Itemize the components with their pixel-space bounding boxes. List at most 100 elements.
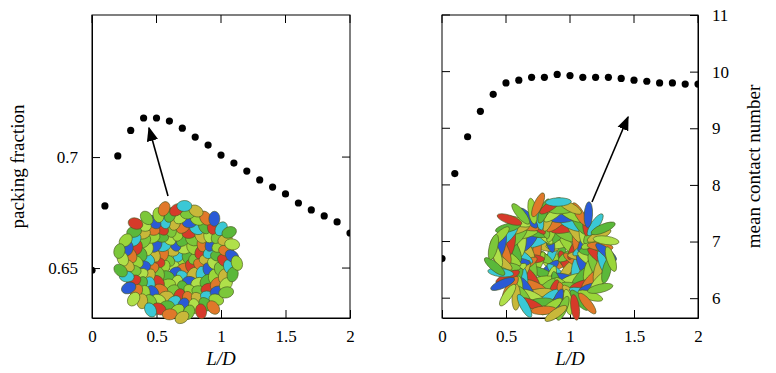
y-tick-mark xyxy=(690,185,698,186)
x-tick-mark xyxy=(442,310,443,318)
x-tick: 0.5 xyxy=(496,310,517,346)
data-point xyxy=(153,114,160,121)
x-tick-label: 1.5 xyxy=(624,327,645,346)
data-point xyxy=(669,79,676,86)
particle xyxy=(229,254,244,272)
panel: 00.511.5267891011L/Dmean contact number xyxy=(438,6,764,369)
y-tick-mark-mirror xyxy=(442,71,450,72)
data-point xyxy=(490,91,497,98)
y-tick-label: 11 xyxy=(712,6,728,25)
y-tick-mark-mirror xyxy=(442,241,450,242)
data-point xyxy=(308,206,315,213)
data-point xyxy=(140,114,147,121)
particle xyxy=(218,285,235,299)
inset-image xyxy=(111,200,244,326)
x-tick: 1.5 xyxy=(624,310,645,346)
y-tick-mark xyxy=(690,298,698,299)
data-point xyxy=(179,125,186,132)
particle xyxy=(177,200,192,212)
y-axis-title: packing fraction xyxy=(7,104,28,228)
x-axis-line xyxy=(93,318,351,319)
particle xyxy=(593,234,620,246)
data-point xyxy=(605,74,612,81)
particle xyxy=(156,200,172,218)
x-tick-label: 0 xyxy=(88,327,97,346)
arrow xyxy=(149,128,168,196)
x-tick-label: 1.5 xyxy=(275,327,296,346)
y-tick-mark xyxy=(690,128,698,129)
x-tick-mark xyxy=(350,310,351,318)
y-tick-mark-mirror xyxy=(442,298,450,299)
x-tick-label: 2 xyxy=(694,327,703,346)
data-point xyxy=(346,229,350,236)
points xyxy=(92,114,350,273)
data-point xyxy=(618,75,625,82)
x-axis-title: L/D xyxy=(554,348,585,369)
data-point xyxy=(694,80,698,87)
x-axis: 00.511.52 xyxy=(438,310,703,346)
particle xyxy=(220,224,238,240)
particle xyxy=(486,233,500,260)
data-point xyxy=(217,151,224,158)
y-tick-mark xyxy=(690,72,698,73)
x-tick-mark xyxy=(634,310,635,318)
y-tick-label: 10 xyxy=(712,63,729,82)
data-point xyxy=(101,202,108,209)
particle xyxy=(127,216,145,231)
particle xyxy=(576,291,599,316)
y-tick-mark-mirror xyxy=(442,128,450,129)
y-tick-mark-mirror xyxy=(442,184,450,185)
y-tick: 10 xyxy=(690,63,729,82)
y-tick-label: 8 xyxy=(712,176,721,195)
x-tick-mark-top xyxy=(442,15,443,23)
x-tick-mark xyxy=(286,310,287,318)
x-tick: 1 xyxy=(217,310,226,346)
data-point xyxy=(682,80,689,87)
data-point xyxy=(92,267,96,274)
data-point xyxy=(630,77,637,84)
x-tick: 1.5 xyxy=(275,310,296,346)
x-tick-mark xyxy=(221,310,222,318)
points xyxy=(442,71,698,262)
x-tick-label: 1 xyxy=(566,327,575,346)
particle xyxy=(543,303,569,325)
particle xyxy=(142,301,159,319)
data-point xyxy=(554,71,561,78)
data-point xyxy=(502,79,509,86)
particle xyxy=(515,293,535,320)
particle xyxy=(603,245,619,272)
data-point xyxy=(269,183,276,190)
y-tick-label: 6 xyxy=(712,289,721,308)
data-point xyxy=(295,199,302,206)
data-point xyxy=(656,79,663,86)
figure: 00.511.520.650.7L/Dpacking fraction00.51… xyxy=(0,0,776,373)
particle xyxy=(590,219,617,237)
data-point xyxy=(114,152,121,159)
particle xyxy=(208,211,220,227)
plot-frame xyxy=(442,15,698,318)
x-tick-mark xyxy=(506,310,507,318)
data-point xyxy=(230,159,237,166)
particle xyxy=(195,303,208,319)
y-tick-label: 9 xyxy=(712,119,721,138)
y-axis-title: mean contact number xyxy=(743,84,764,248)
data-point xyxy=(321,212,328,219)
arrow xyxy=(592,117,628,202)
particle xyxy=(497,282,519,308)
x-tick-mark-top xyxy=(506,15,507,23)
data-point xyxy=(579,74,586,81)
x-tick-mark-top xyxy=(285,15,286,23)
y-axis-line xyxy=(698,16,699,319)
particle xyxy=(111,262,130,280)
data-point xyxy=(205,141,212,148)
inset-image xyxy=(482,191,620,324)
particle xyxy=(112,242,126,259)
y-tick: 0.7 xyxy=(57,148,100,167)
y-axis: 0.650.7 xyxy=(48,16,100,319)
data-point xyxy=(282,190,289,197)
data-point xyxy=(643,78,650,85)
y-tick: 7 xyxy=(690,232,721,251)
data-point xyxy=(541,74,548,81)
particle xyxy=(173,309,192,327)
y-tick: 6 xyxy=(690,289,721,308)
